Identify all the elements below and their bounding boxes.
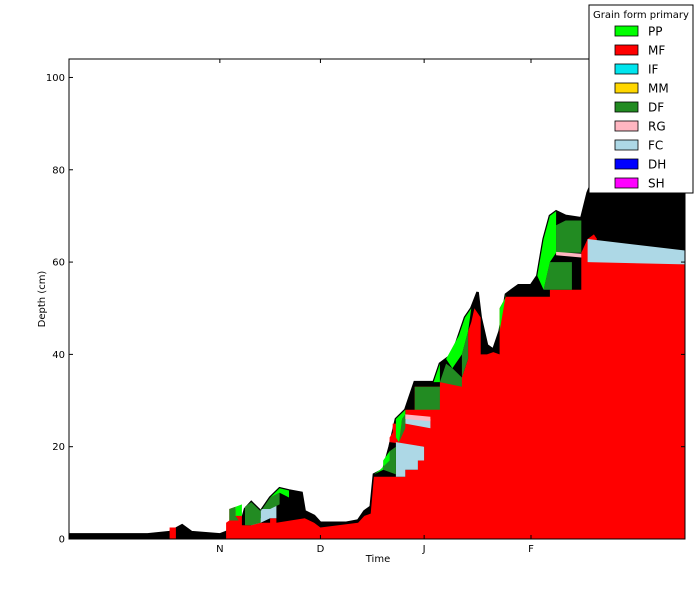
- layer-df-14: [556, 220, 582, 253]
- layer-pp-16: [270, 488, 289, 498]
- legend-label-mf: MF: [648, 44, 665, 58]
- layer-pp-19: [433, 363, 440, 383]
- legend-label-rg: RG: [648, 120, 666, 134]
- layer-df-7: [260, 492, 280, 512]
- legend-box: [588, 4, 694, 194]
- legend-swatch-dh: [614, 158, 639, 170]
- layer-df-6: [245, 502, 261, 526]
- layer-df-11: [439, 363, 462, 387]
- legend-swatch-rg: [614, 120, 639, 132]
- legend-swatch-if: [614, 63, 639, 75]
- legend-swatch-df: [614, 101, 639, 113]
- legend-swatch-mf: [614, 44, 639, 56]
- y-tick-label: 40: [52, 350, 65, 361]
- legend-label-sh: SH: [648, 177, 665, 191]
- y-tick-label: 80: [52, 165, 65, 176]
- x-tick-label: F: [528, 544, 534, 555]
- legend-entries: PP MF IF MM DF RG FC DH SH: [614, 25, 669, 191]
- layer-rg-24: [556, 251, 582, 258]
- y-tick-label: 100: [46, 73, 65, 84]
- y-tick-label: 20: [52, 442, 65, 453]
- legend: Grain form primary PP MF IF MM DF RG FC DH SH: [588, 4, 694, 194]
- layer-pp-17: [373, 451, 390, 475]
- legend-label-pp: PP: [648, 25, 662, 39]
- plot-area: [69, 131, 685, 539]
- layer-pp-20: [446, 308, 472, 369]
- legend-swatch-pp: [614, 25, 639, 37]
- legend-swatch-fc: [614, 139, 639, 151]
- layer-rg-23: [405, 414, 431, 422]
- layer-df-9: [399, 414, 406, 443]
- layer-df-10: [414, 386, 440, 410]
- x-axis-label: Time: [365, 554, 390, 565]
- layer-df-13: [543, 262, 572, 290]
- layer-df-8: [383, 446, 396, 475]
- layer-fc-2: [395, 442, 425, 477]
- layer-pp-18: [395, 409, 406, 443]
- legend-label-if: IF: [648, 63, 659, 77]
- layer-df-12: [461, 331, 469, 378]
- layer-pp-15: [235, 504, 242, 516]
- legend-swatch-mm: [614, 82, 639, 94]
- legend-title: Grain form primary: [593, 10, 689, 21]
- grain-layers: [169, 211, 685, 539]
- y-tick-label: 0: [59, 535, 65, 546]
- layer-fc-4: [587, 239, 685, 265]
- legend-label-mm: MM: [648, 82, 669, 96]
- y-axis-label: Depth (cm): [37, 271, 48, 328]
- legend-label-df: DF: [648, 101, 664, 115]
- y-tick-label: 60: [52, 258, 65, 269]
- legend-label-fc: FC: [648, 139, 663, 153]
- layer-pp-22: [537, 211, 557, 290]
- legend-swatch-sh: [614, 177, 639, 189]
- x-tick-label: N: [216, 544, 223, 555]
- legend-label-dh: DH: [648, 158, 666, 172]
- plot-frame: [68, 58, 686, 540]
- layer-pp-21: [499, 294, 506, 332]
- layer-df-5: [229, 506, 239, 521]
- x-tick-label: D: [317, 544, 325, 555]
- x-tick-label: J: [422, 544, 426, 555]
